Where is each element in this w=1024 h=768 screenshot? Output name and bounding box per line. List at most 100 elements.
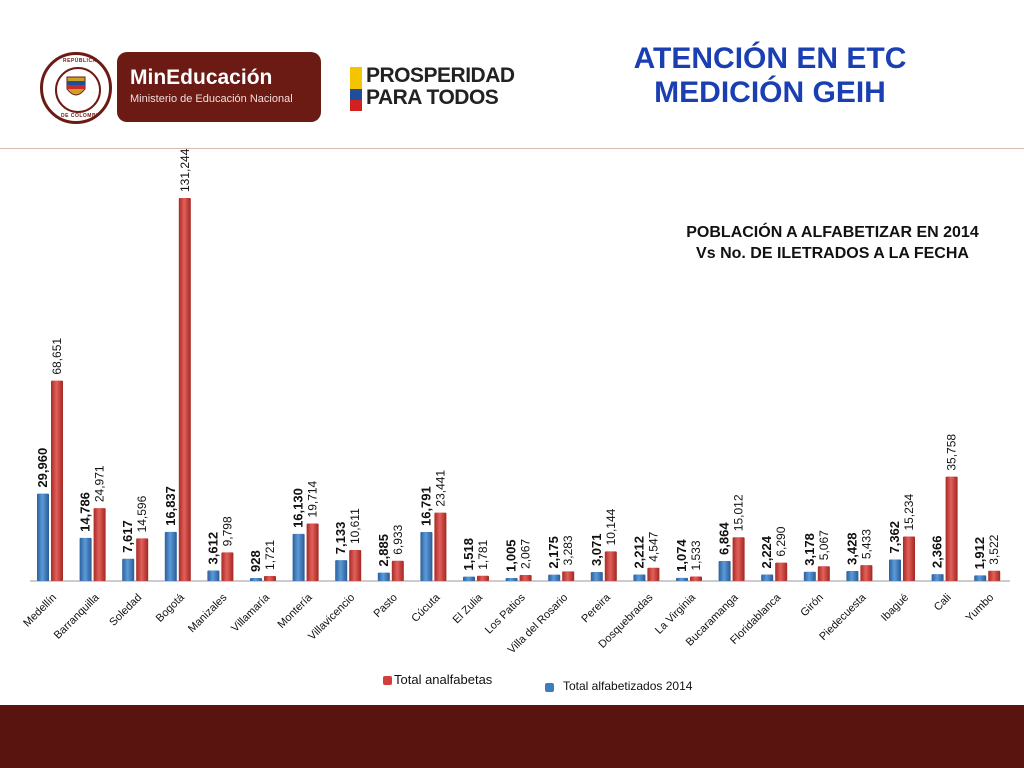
label-alfabetizados-21: 2,366	[930, 536, 945, 569]
label-analfabetas-12: 3,283	[561, 535, 575, 565]
label-analfabetas-15: 1,533	[689, 540, 703, 570]
category-label-5: Villamaría	[229, 591, 273, 635]
label-alfabetizados-11: 1,005	[504, 539, 519, 572]
label-alfabetizados-18: 3,178	[802, 533, 817, 566]
legend-blue-swatch	[545, 683, 554, 692]
bar-analfabetas-9	[434, 512, 447, 581]
legend-label-alfabetizados: Total alfabetizados 2014	[563, 679, 693, 693]
header-divider	[0, 148, 1024, 149]
bar-alfabetizados-22	[974, 575, 987, 581]
bar-alfabetizados-18	[803, 571, 816, 581]
category-label-3: Bogotá	[154, 591, 188, 625]
category-label-19: Piedecuesta	[817, 591, 869, 643]
bar-analfabetas-6	[306, 523, 319, 581]
category-label-4: Manizales	[186, 591, 230, 635]
label-analfabetas-22: 3,522	[987, 534, 1001, 564]
bar-analfabetas-15	[690, 576, 702, 581]
category-label-15: La Virginia	[653, 591, 699, 637]
coat-of-arms-icon	[55, 67, 101, 113]
category-label-10: El Zulia	[451, 591, 486, 626]
bar-analfabetas-14	[647, 567, 660, 581]
label-alfabetizados-0: 29,960	[35, 448, 50, 488]
bar-analfabetas-1	[93, 508, 106, 581]
flag-stripes-icon	[350, 67, 362, 111]
legend-item-alfabetizados: Total alfabetizados 2014	[545, 679, 692, 693]
label-alfabetizados-22: 1,912	[972, 537, 987, 570]
label-alfabetizados-1: 14,786	[78, 492, 93, 532]
label-analfabetas-11: 2,067	[519, 539, 533, 569]
category-label-21: Cali	[932, 592, 954, 614]
category-label-6: Montería	[276, 591, 316, 631]
bar-alfabetizados-21	[931, 574, 944, 581]
slogan-line-2: PARA TODOS	[366, 86, 499, 109]
label-analfabetas-3: 131,244	[178, 148, 192, 192]
bar-analfabetas-0	[51, 380, 63, 581]
chart-title: POBLACIÓN A ALFABETIZAR EN 2014 Vs No. D…	[640, 222, 1024, 264]
bar-analfabetas-12	[562, 571, 575, 581]
category-label-2: Soledad	[107, 592, 144, 629]
bar-analfabetas-3	[178, 198, 191, 581]
slide-title-line-1: ATENCIÓN EN ETC	[633, 42, 907, 75]
bar-analfabetas-17	[775, 562, 788, 581]
bar-analfabetas-13	[604, 551, 617, 581]
footer-band	[0, 705, 1024, 768]
category-label-8: Pasto	[372, 592, 400, 620]
label-analfabetas-14: 4,547	[646, 531, 660, 561]
label-analfabetas-20: 15,234	[902, 494, 916, 531]
bar-analfabetas-7	[349, 550, 362, 581]
seal-text-bottom: DE COLOMBIA	[61, 113, 103, 119]
label-alfabetizados-2: 7,617	[120, 520, 135, 553]
bar-analfabetas-20	[903, 536, 915, 581]
legend-label-analfabetas: Total analfabetas	[394, 672, 493, 687]
bar-alfabetizados-8	[377, 572, 390, 581]
label-alfabetizados-4: 3,612	[205, 532, 220, 565]
label-alfabetizados-7: 7,133	[333, 522, 348, 555]
bar-analfabetas-22	[988, 570, 1001, 581]
slide-title: ATENCIÓN EN ETC MEDICIÓN GEIH	[600, 42, 940, 110]
label-alfabetizados-15: 1,074	[674, 539, 689, 572]
bar-alfabetizados-13	[590, 572, 603, 581]
label-analfabetas-17: 6,290	[774, 526, 788, 556]
label-analfabetas-18: 5,067	[817, 530, 831, 560]
category-label-11: Los Patios	[483, 591, 528, 636]
bar-alfabetizados-5	[250, 578, 262, 581]
seal-text-top: REPÚBLICA	[63, 58, 97, 64]
category-label-18: Girón	[798, 592, 826, 620]
bar-alfabetizados-17	[761, 574, 774, 581]
label-alfabetizados-9: 16,791	[418, 486, 433, 526]
category-label-22: Yumbo	[964, 592, 997, 625]
bar-alfabetizados-20	[889, 559, 901, 581]
prosperity-logo: PROSPERIDAD PARA TODOS	[350, 65, 530, 113]
bar-analfabetas-11	[519, 574, 532, 581]
ministry-name: MinEducación	[130, 66, 273, 89]
bar-alfabetizados-10	[463, 576, 475, 581]
bar-analfabetas-19	[860, 565, 873, 581]
bar-alfabetizados-12	[548, 574, 561, 581]
label-analfabetas-7: 10,611	[348, 508, 362, 544]
category-label-9: Cúcuta	[409, 591, 443, 625]
label-alfabetizados-10: 1,518	[461, 538, 476, 571]
slide-header: REPÚBLICA DE COLOMBIA MinEducación Minis…	[0, 0, 1024, 150]
colombia-seal-icon: REPÚBLICA DE COLOMBIA	[40, 52, 112, 124]
bar-analfabetas-16	[732, 537, 745, 581]
label-alfabetizados-3: 16,837	[163, 486, 178, 526]
label-analfabetas-9: 23,441	[433, 470, 447, 507]
bar-alfabetizados-0	[37, 493, 49, 581]
legend-red-swatch	[383, 676, 392, 685]
label-analfabetas-13: 10,144	[604, 508, 618, 545]
bar-alfabetizados-9	[420, 532, 433, 581]
bar-alfabetizados-19	[846, 570, 859, 581]
label-alfabetizados-12: 2,175	[546, 536, 561, 569]
bar-alfabetizados-3	[164, 531, 177, 581]
label-analfabetas-10: 1,781	[476, 539, 490, 569]
bar-analfabetas-2	[136, 538, 149, 581]
chart-title-line-2: Vs No. DE ILETRADOS A LA FECHA	[696, 245, 969, 262]
label-alfabetizados-13: 3,071	[589, 533, 604, 566]
chart-title-line-1: POBLACIÓN A ALFABETIZAR EN 2014	[686, 224, 979, 241]
ministry-subtitle: Ministerio de Educación Nacional	[130, 93, 293, 105]
category-label-1: Barranquilla	[52, 591, 103, 642]
bar-analfabetas-4	[221, 552, 234, 581]
label-analfabetas-4: 9,798	[220, 516, 234, 546]
bar-analfabetas-5	[264, 575, 276, 581]
